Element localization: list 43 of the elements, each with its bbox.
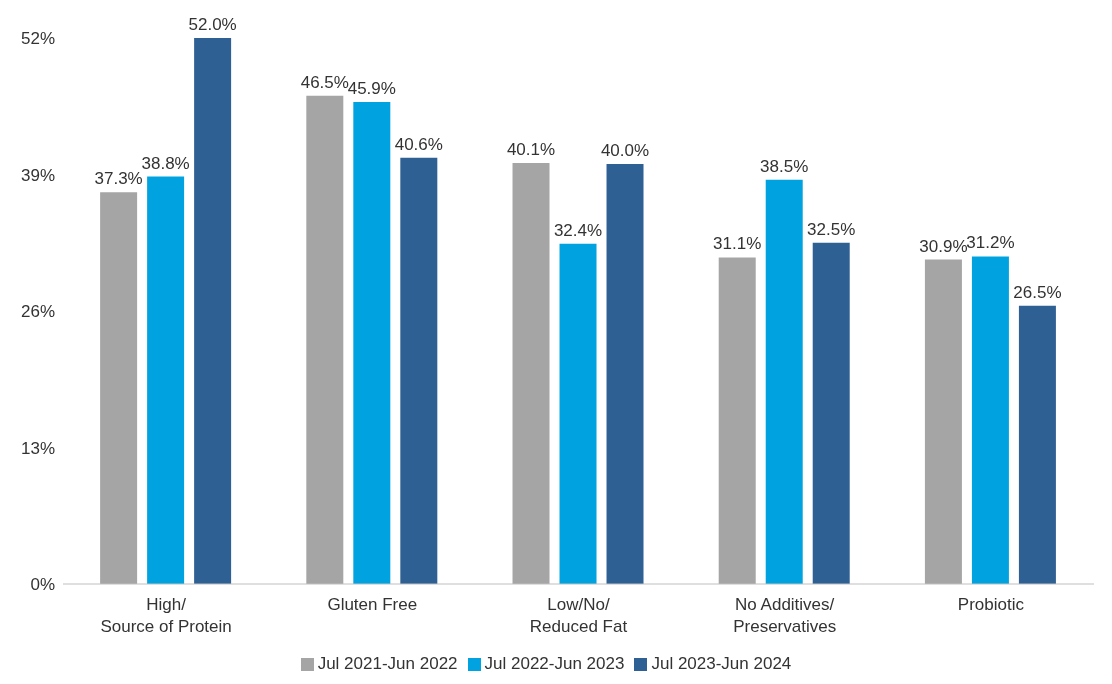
legend-label: Jul 2021-Jun 2022 [317,654,458,673]
bar [400,157,438,584]
bar [353,102,391,584]
y-tick-label: 0% [30,575,55,595]
bar [306,95,344,584]
bar [1018,305,1056,584]
data-label: 32.5% [807,219,856,239]
bar [606,164,644,584]
y-tick-label: 52% [20,29,55,49]
bar [100,192,138,584]
bar [812,242,850,584]
bar [147,176,185,584]
bar [971,256,1009,584]
data-label: 31.2% [966,233,1015,253]
data-label: 45.9% [347,79,396,99]
data-label: 46.5% [300,72,349,92]
bar [194,38,232,584]
legend-label: Jul 2022-Jun 2023 [484,654,625,673]
data-label: 38.8% [141,153,190,173]
bar [924,259,962,584]
legend-label: Jul 2023-Jun 2024 [651,654,792,673]
x-tick-label: Low/No/ Reduced Fat [529,595,628,636]
y-tick-label: 39% [20,165,55,185]
bar [559,243,597,584]
x-tick-label: No Additives/ Preservatives [733,595,837,636]
bar [718,257,756,584]
x-tick-label: Probiotic [957,595,1025,614]
x-tick-label: High/ Source of Protein [100,595,232,636]
data-label: 38.5% [760,156,809,176]
y-tick-label: 13% [20,438,55,458]
data-label: 40.1% [506,139,556,159]
data-label: 26.5% [1013,282,1062,302]
data-label: 30.9% [919,236,968,256]
y-tick-label: 26% [20,302,55,322]
data-label: 37.3% [94,169,143,189]
data-label: 40.6% [394,134,443,154]
bar [512,162,550,584]
data-label: 31.1% [713,234,762,254]
bar [765,179,803,584]
data-label: 40.0% [600,141,650,160]
data-label: 52.0% [188,15,237,34]
data-label: 32.4% [553,220,603,240]
x-tick-label: Gluten Free [327,595,418,614]
